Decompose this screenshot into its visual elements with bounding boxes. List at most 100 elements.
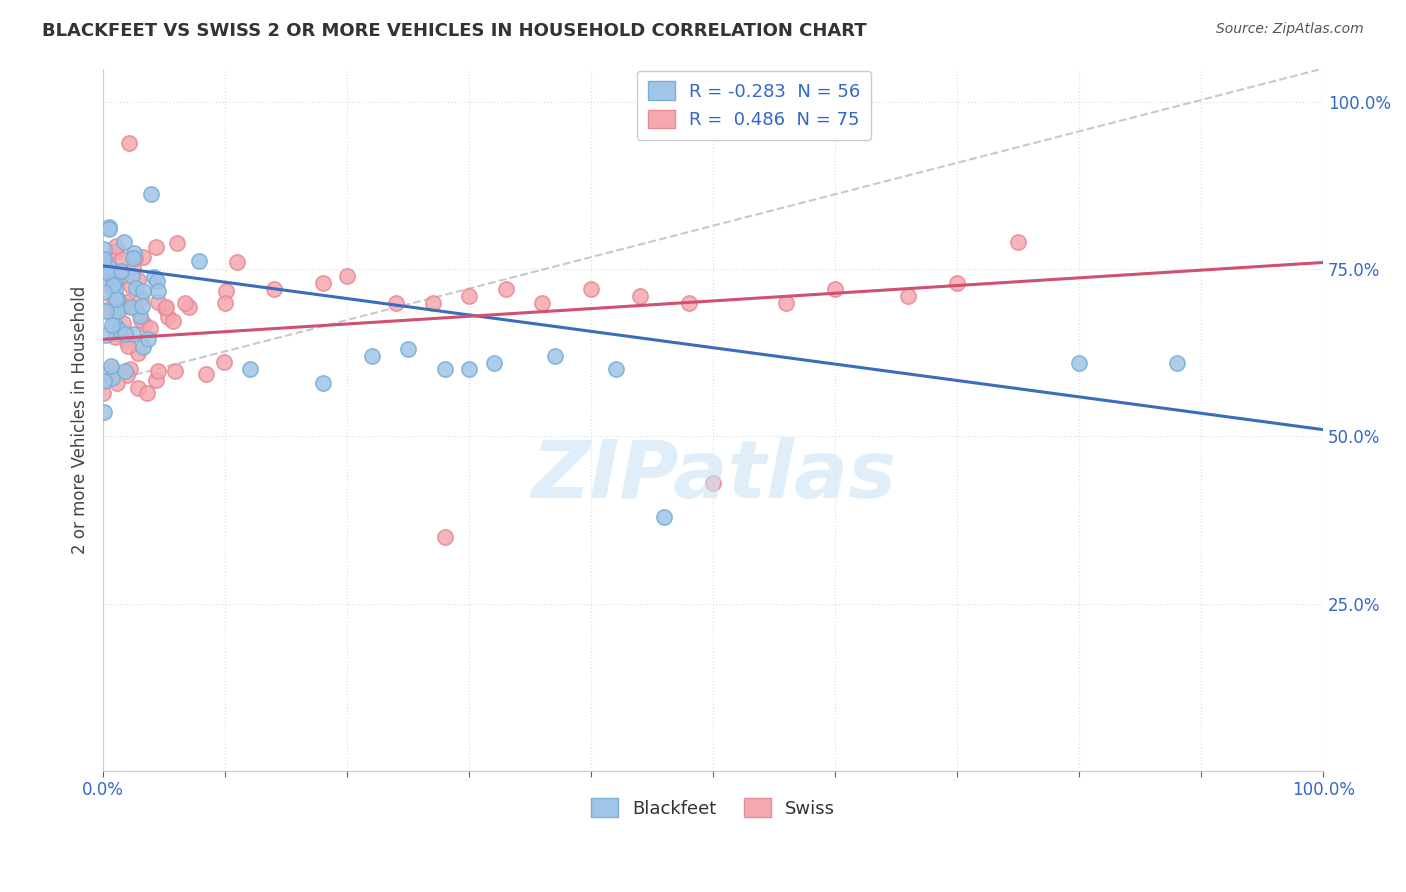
Point <box>105 292 128 306</box>
Point <box>139 320 162 334</box>
Point <box>134 318 156 332</box>
Point <box>628 289 651 303</box>
Point <box>122 260 145 275</box>
Point <box>129 309 152 323</box>
Point <box>422 295 444 310</box>
Point <box>105 271 128 285</box>
Point <box>312 376 335 390</box>
Point <box>122 251 145 265</box>
Point <box>117 339 139 353</box>
Point <box>1166 356 1188 370</box>
Point <box>166 236 188 251</box>
Point <box>93 405 115 419</box>
Point <box>1069 356 1091 370</box>
Point <box>897 289 920 303</box>
Point <box>105 300 128 314</box>
Point <box>177 300 200 314</box>
Point <box>136 332 159 346</box>
Point <box>482 356 505 370</box>
Point <box>104 244 127 258</box>
Point <box>678 295 700 310</box>
Point <box>110 268 132 282</box>
Point <box>702 476 724 491</box>
Point <box>105 291 128 305</box>
Point <box>174 296 197 310</box>
Point <box>97 220 120 235</box>
Point <box>124 281 146 295</box>
Point <box>127 345 149 359</box>
Point <box>605 362 627 376</box>
Point <box>107 304 129 318</box>
Point <box>107 326 129 341</box>
Point <box>163 364 186 378</box>
Point <box>543 349 565 363</box>
Point <box>110 268 132 283</box>
Point <box>94 304 117 318</box>
Point <box>115 294 138 309</box>
Point <box>153 301 176 316</box>
Text: BLACKFEET VS SWISS 2 OR MORE VEHICLES IN HOUSEHOLD CORRELATION CHART: BLACKFEET VS SWISS 2 OR MORE VEHICLES IN… <box>42 22 868 40</box>
Point <box>145 374 167 388</box>
Point <box>101 318 124 332</box>
Point <box>112 235 135 250</box>
Point <box>142 269 165 284</box>
Point <box>136 386 159 401</box>
Point <box>93 252 115 267</box>
Point <box>110 264 132 278</box>
Point <box>824 282 846 296</box>
Point <box>104 330 127 344</box>
Point <box>97 266 120 280</box>
Point <box>91 385 114 400</box>
Point <box>93 264 115 278</box>
Point <box>120 301 142 315</box>
Point <box>98 222 121 236</box>
Point <box>162 313 184 327</box>
Point <box>131 251 153 265</box>
Point <box>312 276 335 290</box>
Point <box>111 252 134 266</box>
Point <box>94 327 117 342</box>
Point <box>104 304 127 318</box>
Point <box>775 295 797 310</box>
Point <box>101 277 124 292</box>
Point <box>96 277 118 291</box>
Point <box>101 370 124 384</box>
Point <box>107 293 129 308</box>
Point <box>120 279 142 293</box>
Point <box>214 295 236 310</box>
Point <box>115 368 138 383</box>
Point <box>127 381 149 395</box>
Point <box>148 284 170 298</box>
Point <box>104 277 127 291</box>
Point <box>215 284 238 298</box>
Point <box>104 283 127 297</box>
Point <box>396 343 419 357</box>
Point <box>114 326 136 341</box>
Point <box>120 361 142 376</box>
Point <box>131 299 153 313</box>
Point <box>101 273 124 287</box>
Point <box>146 364 169 378</box>
Point <box>122 246 145 260</box>
Y-axis label: 2 or more Vehicles in Household: 2 or more Vehicles in Household <box>72 285 89 554</box>
Point <box>433 362 456 376</box>
Point <box>155 301 177 315</box>
Point <box>495 282 517 296</box>
Point <box>141 187 163 202</box>
Point <box>129 312 152 326</box>
Point <box>93 285 115 300</box>
Point <box>212 355 235 369</box>
Point <box>117 299 139 313</box>
Point <box>97 251 120 265</box>
Point <box>105 376 128 391</box>
Point <box>93 374 115 388</box>
Point <box>127 273 149 287</box>
Point <box>1007 235 1029 250</box>
Point <box>458 289 481 303</box>
Point <box>188 254 211 268</box>
Point <box>104 239 127 253</box>
Point <box>652 509 675 524</box>
Point <box>91 302 114 317</box>
Point <box>122 326 145 341</box>
Point <box>385 295 408 310</box>
